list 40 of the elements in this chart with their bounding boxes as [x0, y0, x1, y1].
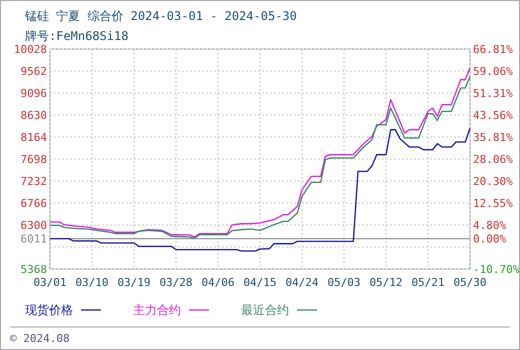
y2-tick-label: -10.70% — [473, 263, 520, 276]
y2-tick-label: 59.06% — [473, 64, 514, 78]
legend-label: 主力合约 — [133, 303, 181, 317]
x-tick-label: 05/12 — [369, 276, 403, 289]
chart-title: 锰硅 宁夏 综合价 2024-03-01 - 2024-05-30 — [24, 9, 297, 23]
text: © 2024.08 — [10, 332, 70, 345]
y-tick-label: 6300 — [20, 219, 47, 232]
y-tick-label: 8630 — [20, 109, 47, 122]
y-tick-label: 6011 — [20, 232, 47, 246]
y-tick-label: 5368 — [20, 263, 47, 276]
chart-subtitle: 牌号:FeMn68Si18 — [25, 29, 128, 43]
y-tick-label: 10028 — [14, 43, 47, 56]
y2-tick-label: 20.30% — [473, 175, 514, 188]
y2-tick-label: 43.56% — [473, 108, 514, 122]
y-tick-label: 7232 — [20, 175, 47, 188]
x-tick-label: 03/19 — [117, 276, 151, 289]
y-tick-label: 6766 — [20, 197, 47, 210]
x-tick-label: 05/03 — [327, 276, 361, 289]
x-tick-label: 03/01 — [33, 276, 67, 289]
y-tick-label: 9096 — [20, 87, 47, 100]
x-tick-label: 05/21 — [411, 276, 445, 289]
x-tick-label: 04/24 — [285, 276, 319, 289]
x-tick-label: 05/30 — [453, 276, 487, 289]
x-tick-label: 03/10 — [75, 276, 109, 289]
x-tick-label: 04/15 — [243, 276, 277, 289]
y2-tick-label: 4.80% — [473, 219, 506, 232]
legend-label: 现货价格 — [25, 303, 73, 317]
y2-tick-label: 51.31% — [473, 86, 514, 100]
x-tick-label: 04/06 — [201, 276, 235, 289]
y2-tick-label: 28.06% — [473, 152, 514, 166]
y-tick-label: 7698 — [20, 153, 47, 166]
y2-tick-label: 12.55% — [473, 197, 514, 210]
y2-tick-label: 35.81% — [473, 130, 514, 144]
line-series — [49, 127, 471, 252]
legend-label: 最近合约 — [241, 303, 289, 317]
x-tick-label: 03/28 — [159, 276, 193, 289]
y2-tick-label: 0.00% — [473, 232, 506, 246]
y2-tick-label: 66.81% — [473, 43, 514, 56]
y-tick-label: 8164 — [20, 131, 48, 144]
y-tick-label: 9562 — [20, 65, 47, 78]
